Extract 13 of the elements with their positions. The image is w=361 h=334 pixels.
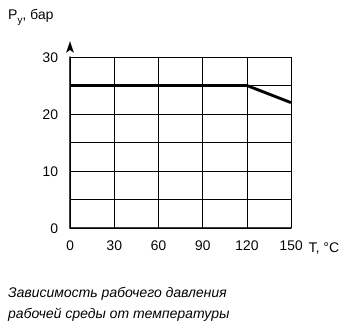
x-tick-label: 120 xyxy=(235,237,259,253)
x-axis-title: T, °C xyxy=(308,239,340,255)
y-tick-label: 20 xyxy=(42,106,58,122)
x-tick-label: 0 xyxy=(66,237,74,253)
y-tick-label: 10 xyxy=(42,163,58,179)
x-tick-label: 90 xyxy=(194,237,211,253)
x-tick-label: 150 xyxy=(279,237,303,253)
y-tick-label: 0 xyxy=(50,220,58,236)
x-tick-label: 30 xyxy=(106,237,122,253)
y-tick-label: 30 xyxy=(42,49,58,65)
x-tick-label: 60 xyxy=(150,237,166,253)
text: Зависимость рабочего давления рабочей среды от температуры xyxy=(8,283,230,323)
y-axis-title: P$_{у}$, бар xyxy=(8,6,54,26)
